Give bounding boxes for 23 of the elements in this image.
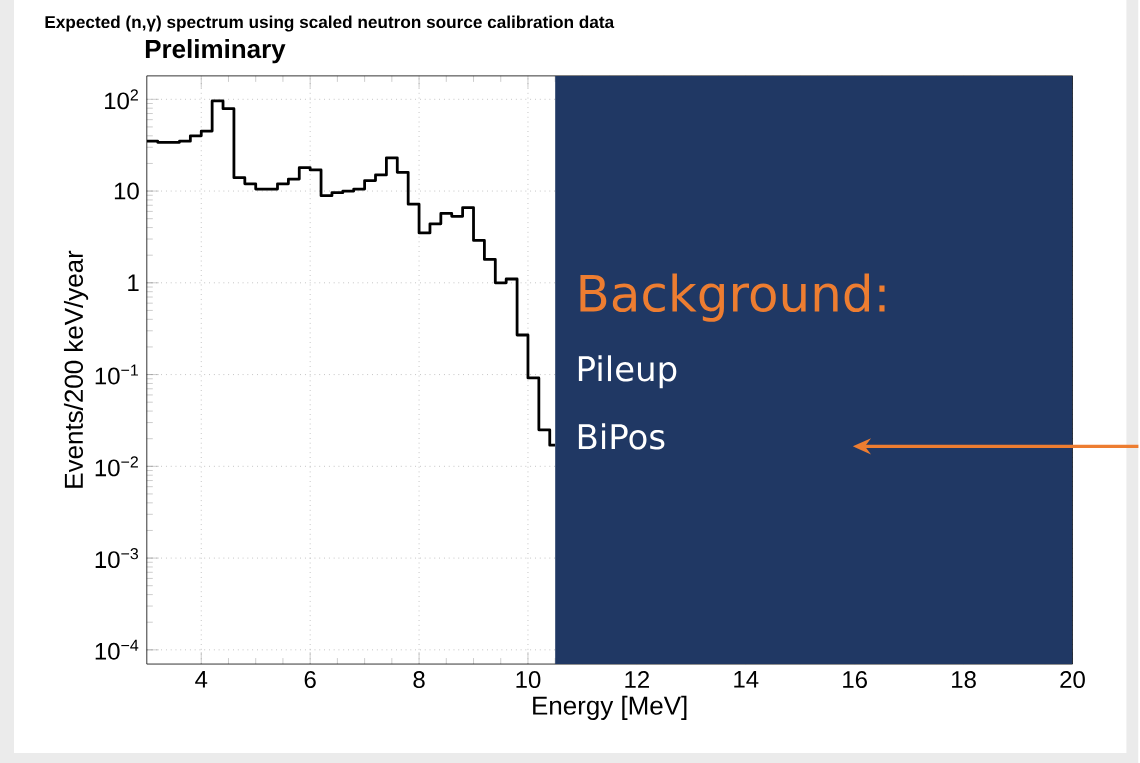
- x-tick-label: 10: [516, 671, 541, 689]
- x-tick-label: 4: [195, 671, 208, 688]
- chart-subtitle: Preliminary: [145, 39, 286, 64]
- annotation: Pileup: [578, 355, 677, 389]
- y-tick-label: 10$^{−2}$: [95, 456, 138, 477]
- x-tick-label: 20: [1060, 671, 1085, 689]
- y-axis-title: Events/200 keV/year: [63, 250, 89, 488]
- x-axis-title: Energy [MeV]: [533, 695, 687, 721]
- y-tick-label: 1: [128, 274, 139, 292]
- x-tick-label: 8: [413, 671, 425, 689]
- annotation: BiPos: [578, 423, 665, 450]
- x-tick-label: 14: [734, 671, 759, 688]
- band-label: Background:: [580, 273, 885, 322]
- x-tick-label: 16: [843, 671, 867, 689]
- y-tick-label: 10$^{−1}$: [95, 364, 138, 385]
- x-tick-label: 6: [304, 671, 316, 689]
- y-tick-label: 10$^{2}$: [105, 89, 138, 110]
- y-tick-label: 10: [114, 182, 139, 200]
- y-tick-label: 10$^{−4}$: [95, 639, 139, 660]
- x-tick-label: 12: [625, 671, 649, 688]
- y-tick-label: 10$^{−3}$: [95, 548, 139, 569]
- x-tick-label: 18: [952, 671, 976, 689]
- chart-title: Expected (n,γ) spectrum using scaled neutron source calibration data: [45, 15, 615, 32]
